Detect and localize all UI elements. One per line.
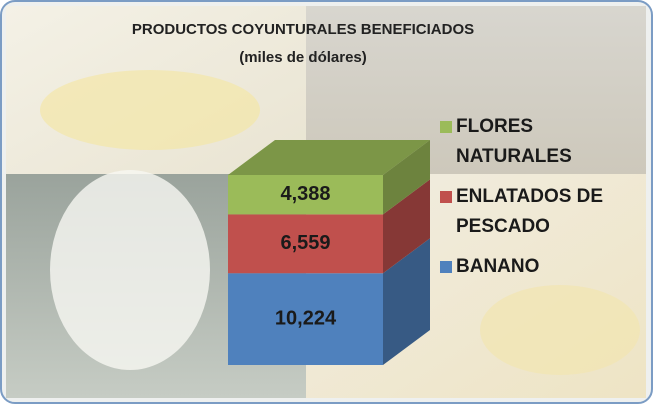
legend: FLORES NATURALES ENLATADOS DE PESCADO BANA… bbox=[440, 112, 650, 292]
legend-item: BANANO bbox=[440, 252, 650, 282]
legend-label: ENLATADOS DE PESCADO bbox=[456, 186, 603, 237]
banana-shape bbox=[480, 285, 640, 375]
data-label: 4,388 bbox=[280, 183, 330, 205]
flower-shape bbox=[50, 170, 210, 370]
data-label: 6,559 bbox=[280, 232, 330, 254]
data-label: 10,224 bbox=[275, 307, 337, 329]
legend-label: FLORES NATURALES bbox=[456, 116, 572, 167]
legend-swatch bbox=[440, 191, 452, 203]
legend-swatch bbox=[440, 261, 452, 273]
chart-title: PRODUCTOS COYUNTURALES BENEFICIADOS bbox=[132, 21, 474, 38]
legend-item: FLORES NATURALES bbox=[440, 112, 650, 172]
chart-subtitle: (miles de dólares) bbox=[239, 49, 367, 66]
legend-item: ENLATADOS DE PESCADO bbox=[440, 182, 650, 242]
banana-shape bbox=[40, 70, 260, 150]
chart-panel: PRODUCTOS COYUNTURALES BENEFICIADOS (mil… bbox=[0, 0, 653, 404]
legend-swatch bbox=[440, 121, 452, 133]
legend-label: BANANO bbox=[456, 256, 539, 277]
